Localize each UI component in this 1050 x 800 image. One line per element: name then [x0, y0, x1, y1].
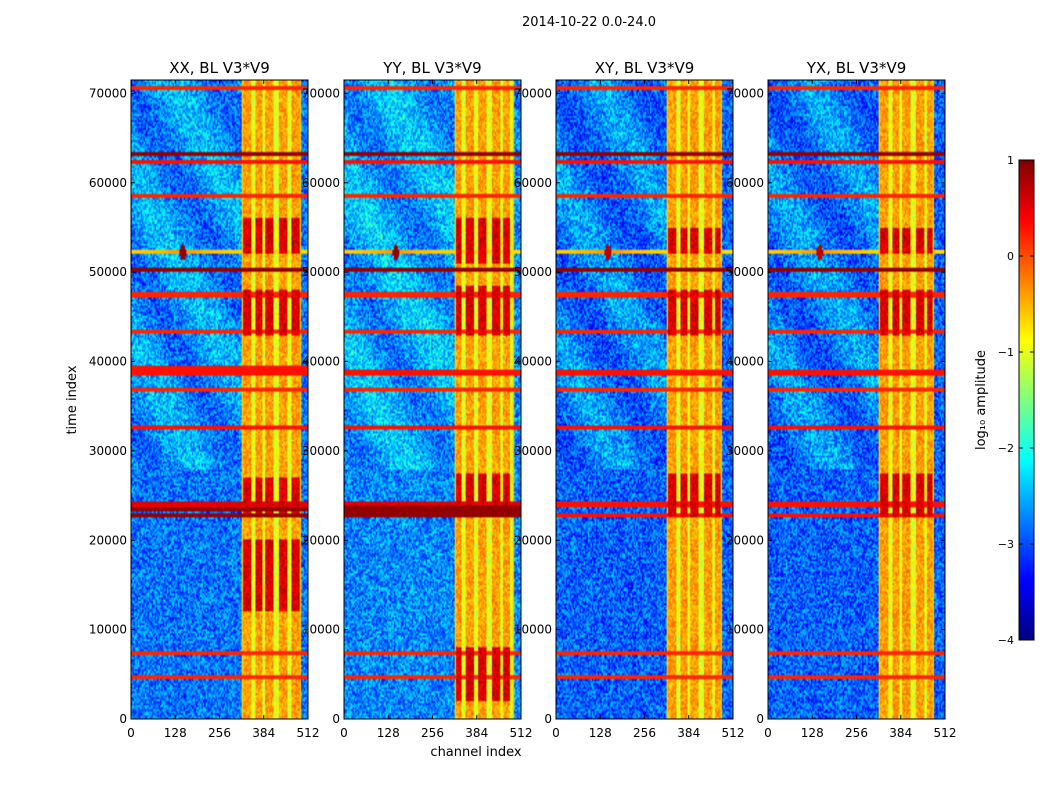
y-tick-label: 50000	[89, 265, 127, 279]
y-tick-label: 20000	[726, 533, 764, 547]
x-tick-label: 0	[552, 726, 560, 740]
colorbar-tick-label: −3	[998, 538, 1014, 551]
y-tick-label: 50000	[726, 265, 764, 279]
y-tick-label: 40000	[514, 355, 552, 369]
colorbar-tick-label: −2	[998, 442, 1014, 455]
x-tick-label: 128	[377, 726, 400, 740]
x-tick-label: 512	[510, 726, 533, 740]
x-tick-label: 128	[164, 726, 187, 740]
heatmap-image	[768, 80, 945, 719]
colorbar-tick-label: 1	[1007, 154, 1014, 167]
y-tick-label: 20000	[514, 533, 552, 547]
x-tick-label: 512	[297, 726, 320, 740]
colorbar-tick-label: −4	[998, 634, 1014, 647]
x-tick-label: 0	[127, 726, 135, 740]
x-tick-label: 384	[677, 726, 700, 740]
y-tick-label: 10000	[302, 623, 340, 637]
y-tick-label: 50000	[302, 265, 340, 279]
y-tick-label: 0	[544, 712, 552, 726]
colorbar-gradient	[1018, 159, 1035, 641]
y-tick-label: 10000	[726, 623, 764, 637]
y-tick-label: 30000	[302, 444, 340, 458]
panel-title: XX, BL V3*V9	[169, 59, 270, 77]
y-tick-label: 0	[756, 712, 764, 726]
heatmap-panel: YY, BL V3*V9 0 128 256 384 512 0 10000 20000 3000…	[302, 59, 533, 740]
panel-title: XY, BL V3*V9	[595, 59, 695, 77]
x-tick-label: 256	[633, 726, 656, 740]
x-tick-label: 384	[465, 726, 488, 740]
y-tick-label: 10000	[89, 623, 127, 637]
y-tick-label: 70000	[302, 86, 340, 100]
panel-title: YX, BL V3*V9	[806, 59, 907, 77]
y-tick-label: 40000	[302, 355, 340, 369]
heatmap-image	[131, 80, 308, 719]
heatmap-image	[556, 80, 733, 719]
y-tick-label: 60000	[726, 176, 764, 190]
x-tick-label: 512	[722, 726, 745, 740]
y-tick-label: 60000	[514, 176, 552, 190]
y-tick-label: 0	[332, 712, 340, 726]
y-tick-label: 0	[119, 712, 127, 726]
panel-title: YY, BL V3*V9	[382, 59, 481, 77]
y-tick-label: 30000	[514, 444, 552, 458]
x-tick-label: 256	[421, 726, 444, 740]
x-tick-label: 256	[208, 726, 231, 740]
heatmap-panels: XX, BL V3*V9 0 128 256 384 512 0 10000 20000 3000…	[89, 59, 957, 740]
x-tick-label: 0	[764, 726, 772, 740]
x-tick-label: 128	[801, 726, 824, 740]
heatmap-image	[344, 80, 521, 719]
y-tick-label: 70000	[514, 86, 552, 100]
x-tick-label: 128	[589, 726, 612, 740]
x-tick-label: 512	[934, 726, 957, 740]
x-tick-label: 384	[252, 726, 275, 740]
y-tick-label: 20000	[302, 533, 340, 547]
y-tick-label: 30000	[89, 444, 127, 458]
colorbar-label: log₁₀ amplitude	[974, 350, 989, 450]
y-tick-label: 40000	[726, 355, 764, 369]
y-tick-label: 70000	[89, 86, 127, 100]
x-tick-label: 0	[340, 726, 348, 740]
colorbar: −4 −3 −2 −1 0 1	[998, 154, 1035, 647]
y-tick-label: 60000	[89, 176, 127, 190]
colorbar-tick-label: 0	[1007, 250, 1014, 263]
x-tick-label: 256	[845, 726, 868, 740]
heatmap-panel: YX, BL V3*V9 0 128 256 384 512 0 10000 20000 3000…	[726, 59, 957, 740]
heatmap-panel: XX, BL V3*V9 0 128 256 384 512 0 10000 20000 3000…	[89, 59, 320, 740]
y-tick-label: 70000	[726, 86, 764, 100]
x-tick-label: 384	[889, 726, 912, 740]
y-tick-label: 50000	[514, 265, 552, 279]
figure-xlabel: channel index	[430, 745, 521, 760]
figure-suptitle: 2014-10-22 0.0-24.0	[522, 15, 656, 30]
heatmap-panel: XY, BL V3*V9 0 128 256 384 512 0 10000 20000 3000…	[514, 59, 745, 740]
y-tick-label: 20000	[89, 533, 127, 547]
figure-ylabel: time index	[65, 365, 80, 434]
y-tick-label: 60000	[302, 176, 340, 190]
y-tick-label: 10000	[514, 623, 552, 637]
y-tick-label: 40000	[89, 355, 127, 369]
colorbar-tick-label: −1	[998, 346, 1014, 359]
y-tick-label: 30000	[726, 444, 764, 458]
